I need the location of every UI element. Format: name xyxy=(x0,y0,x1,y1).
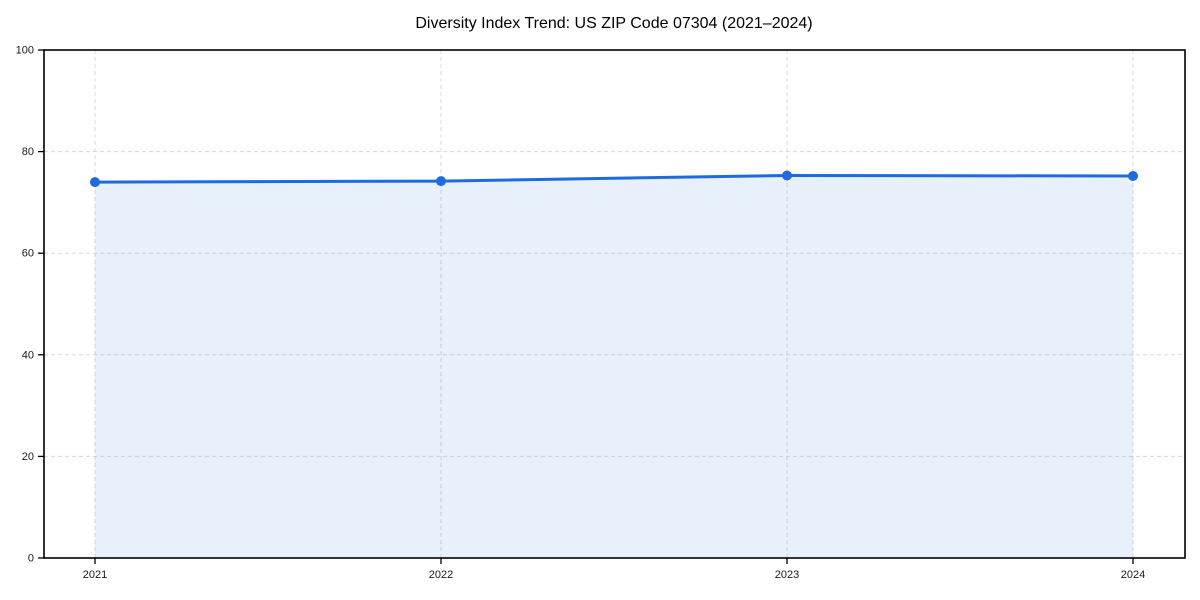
data-point-marker xyxy=(782,170,792,181)
data-point-marker xyxy=(436,176,446,187)
plot-border xyxy=(43,49,1186,559)
x-tick-label: 2024 xyxy=(1121,569,1145,581)
y-tick-label: 60 xyxy=(22,248,34,260)
y-tick-label: 100 xyxy=(16,45,34,57)
y-tick-label: 0 xyxy=(28,553,34,565)
x-tick-label: 2021 xyxy=(83,569,107,581)
x-tick-label: 2023 xyxy=(775,569,799,581)
y-tick-label: 40 xyxy=(22,349,34,361)
data-point-marker xyxy=(1128,170,1138,181)
trend-line xyxy=(93,173,1135,184)
y-tick-label: 20 xyxy=(22,451,34,463)
y-tick-label: 80 xyxy=(22,146,34,158)
x-tick-label: 2022 xyxy=(429,569,453,581)
area-fill xyxy=(95,175,1133,558)
plot-area-group: 0 20 40 60 80 100 2021 2022 2023 2024 xyxy=(16,45,1186,581)
chart-title: Diversity Index Trend: US ZIP Code 07304… xyxy=(415,15,812,32)
data-point-marker xyxy=(90,177,100,188)
